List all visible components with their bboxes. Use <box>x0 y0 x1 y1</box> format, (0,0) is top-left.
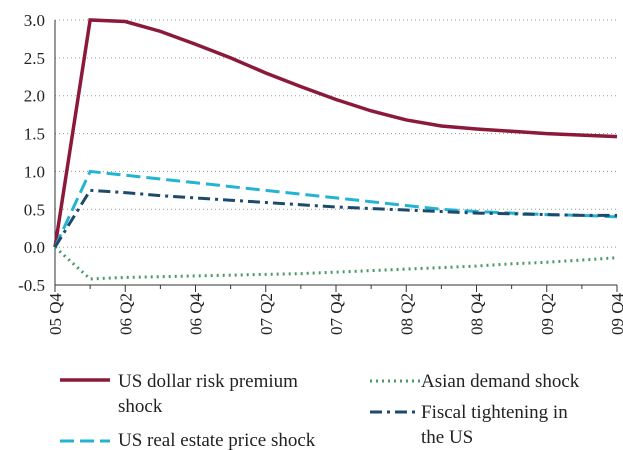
x-tick-label: 08 Q4 <box>468 293 487 336</box>
legend-label: Asian demand shock <box>421 371 580 392</box>
series-line <box>53 18 618 248</box>
y-tick-label: 0.0 <box>24 238 45 257</box>
y-tick-label: 1.0 <box>24 162 45 181</box>
y-tick-label: 2.0 <box>24 87 45 106</box>
y-tick-label: 3.0 <box>24 11 45 30</box>
x-tick-label: 05 Q4 <box>46 293 65 336</box>
y-tick-label: 2.5 <box>24 49 45 68</box>
series-line <box>53 169 618 248</box>
series-line <box>53 188 617 248</box>
x-tick-label: 08 Q2 <box>397 293 416 335</box>
y-tick-label: -0.5 <box>18 276 45 295</box>
x-tick-label: 06 Q2 <box>116 293 135 335</box>
legend-label: US dollar risk premium shock <box>118 371 298 417</box>
legend-label: US real estate price shock <box>118 430 316 450</box>
x-tick-label: 09 Q2 <box>538 293 557 335</box>
y-tick-label: 0.5 <box>24 200 45 219</box>
series-line <box>53 246 618 281</box>
y-tick-label: 1.5 <box>24 125 45 144</box>
x-tick-label: 07 Q2 <box>257 293 276 335</box>
legend-label: Fiscal tightening in the US <box>421 402 568 448</box>
x-tick-label: 06 Q4 <box>187 293 206 336</box>
x-tick-label: 07 Q4 <box>327 293 346 336</box>
x-tick-label: 09 Q4 <box>608 293 623 336</box>
